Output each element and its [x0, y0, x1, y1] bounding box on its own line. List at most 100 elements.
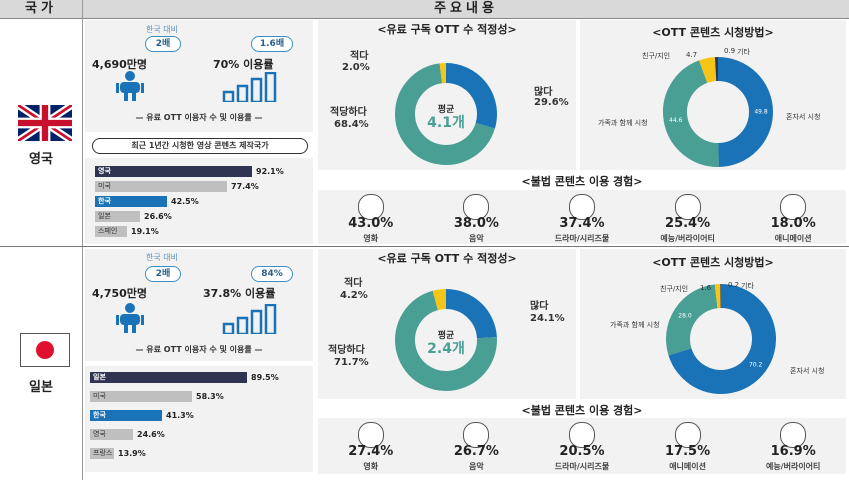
uk-stat-caption: — 유료 OTT 이용자 수 및 이용률 — [135, 113, 263, 122]
uk-sub-value-few: 2.0% [342, 62, 370, 73]
illegal-pct: 17.5% [665, 444, 711, 459]
content-category-icon [569, 194, 595, 220]
jp-watch-label-family: 가족과 함께 시청 [610, 321, 660, 329]
bar-row: 스페인 19.1% [95, 226, 305, 237]
bar [90, 372, 247, 383]
illegal-category: 영화 [363, 234, 379, 243]
uk-sub-title: <유료 구독 OTT 수 적정성> [377, 23, 517, 36]
jp-sub-label-few: 적다 [344, 278, 363, 289]
jp-sub-label-many: 많다 [530, 301, 549, 312]
jp-illegal-title: <불법 콘텐츠 이용 경험> [521, 404, 643, 417]
uk-watch-label-friends: 친구/지인 [642, 52, 671, 60]
bar-value: 42.5% [171, 197, 199, 206]
illegal-category: 드라마/시리즈물 [554, 462, 610, 471]
uk-users-ratio: 2배 [145, 36, 181, 52]
bar-value: 13.9% [118, 449, 146, 458]
bar-value: 26.6% [144, 212, 172, 221]
donut-slice [666, 284, 719, 356]
content-category-icon [674, 422, 701, 448]
person-icon [112, 70, 148, 106]
person-icon [112, 302, 148, 338]
bar [90, 410, 162, 421]
donut-slice [432, 289, 447, 311]
content-category-icon [463, 194, 490, 220]
bar [95, 226, 127, 237]
slice-value: 70.2 [749, 361, 763, 368]
jp-sub-value-many: 24.1% [530, 313, 565, 324]
uk-sub-value-many: 29.6% [534, 97, 569, 108]
bar-row: 한국 41.3% [90, 410, 300, 421]
illegal-category: 영화 [363, 462, 379, 471]
illegal-pct: 25.4% [665, 216, 711, 231]
illegal-category: 예능/버라이어티 [765, 462, 821, 471]
jp-watch-donut: 70.2 28.0 [666, 284, 776, 394]
slice-value: 44.6 [669, 117, 683, 124]
illegal-pct: 43.0% [348, 216, 394, 231]
jp-country-name: 일본 [29, 380, 53, 395]
bar-label: 일본 [98, 212, 111, 220]
illegal-category: 음악 [469, 462, 484, 471]
bar [90, 448, 114, 459]
uk-prod-title: 최근 1년간 시청한 영상 콘텐츠 제작국가 [92, 138, 308, 154]
bar-label: 미국 [98, 182, 111, 190]
content-category-icon [569, 422, 595, 448]
donut-slice [445, 63, 497, 129]
jp-usage: 37.8% 이용률 [203, 287, 276, 300]
slice-value: 28.0 [678, 313, 692, 320]
jp-users-ratio: 2배 [145, 266, 181, 282]
jp-usage-ratio: 84% [251, 266, 293, 282]
jp-illegal-list: 27.4% 영화 26.7% 음악 20.5% 드라마/시리즈물 17.5% 애니메이션 16.… [318, 418, 846, 474]
content-category-icon [780, 194, 807, 220]
bar-label: 프랑스 [93, 449, 113, 457]
uk-sub-donut [395, 63, 497, 165]
illegal-pct: 27.4% [348, 444, 394, 459]
bar [95, 196, 167, 207]
uk-sub-panel [318, 20, 576, 170]
illegal-category: 드라마/시리즈물 [554, 234, 610, 243]
bar [90, 391, 192, 402]
uk-sub-value-adequate: 68.4% [334, 119, 369, 130]
uk-illegal-title: <불법 콘텐츠 이용 경험> [521, 175, 643, 188]
bar-value: 41.3% [166, 411, 194, 420]
bar-row: 일본 89.5% [90, 372, 300, 383]
slice-value: 49.8 [754, 109, 768, 116]
illegal-category: 애니메이션 [774, 234, 812, 243]
jp-sub-value-few: 4.2% [340, 290, 368, 301]
jp-prod-bars: 일본 89.5% 미국 58.3% 한국 41.3% 영국 24.6% 프랑스 13.9% [90, 372, 305, 472]
content-category-icon [463, 422, 490, 448]
divider [0, 246, 849, 247]
content-category-icon [780, 422, 807, 448]
bar-label: 일본 [93, 373, 106, 381]
donut-slice [445, 289, 497, 339]
header-country: 국가 [0, 0, 82, 19]
bar-graph-icon [222, 71, 280, 106]
uk-sub-label-adequate: 적당하다 [330, 107, 367, 118]
uk-watch-label-family: 가족과 함께 시청 [598, 119, 648, 127]
bar-row: 영국 92.1% [95, 166, 305, 177]
uk-country-name: 영국 [29, 152, 53, 167]
jp-watch-label-friends: 친구/지인 [660, 285, 689, 293]
uk-sub-label-many: 많다 [534, 87, 553, 98]
bar-label: 영국 [93, 430, 106, 438]
jp-watch-title: <OTT 콘텐츠 시청방법> [652, 256, 774, 269]
bar [90, 429, 133, 440]
bar-value: 77.4% [231, 182, 259, 191]
content-category-icon [674, 194, 701, 220]
jp-stat-caption: — 유료 OTT 이용자 수 및 이용률 — [135, 345, 263, 354]
illegal-pct: 38.0% [453, 216, 499, 231]
uk-watch-label-other: 기타 [737, 48, 750, 56]
illegal-pct: 26.7% [453, 444, 499, 459]
bar [95, 181, 227, 192]
content-category-icon [357, 422, 384, 448]
bar-label: 미국 [93, 392, 106, 400]
content-category-icon [357, 194, 384, 220]
uk-watch-donut: 49.8 44.6 [663, 57, 773, 167]
illegal-category: 예능/버라이어티 [660, 234, 715, 243]
bar-row: 프랑스 13.9% [90, 448, 300, 459]
jp-watch-label-other: 기타 [741, 282, 754, 290]
illegal-pct: 37.4% [559, 216, 605, 231]
jp-sub-center-value: 2.4개 [427, 341, 465, 357]
jp-sub-center-label: 평균 [437, 331, 455, 341]
bar-label: 한국 [93, 411, 106, 419]
illegal-category: 애니메이션 [669, 462, 706, 471]
